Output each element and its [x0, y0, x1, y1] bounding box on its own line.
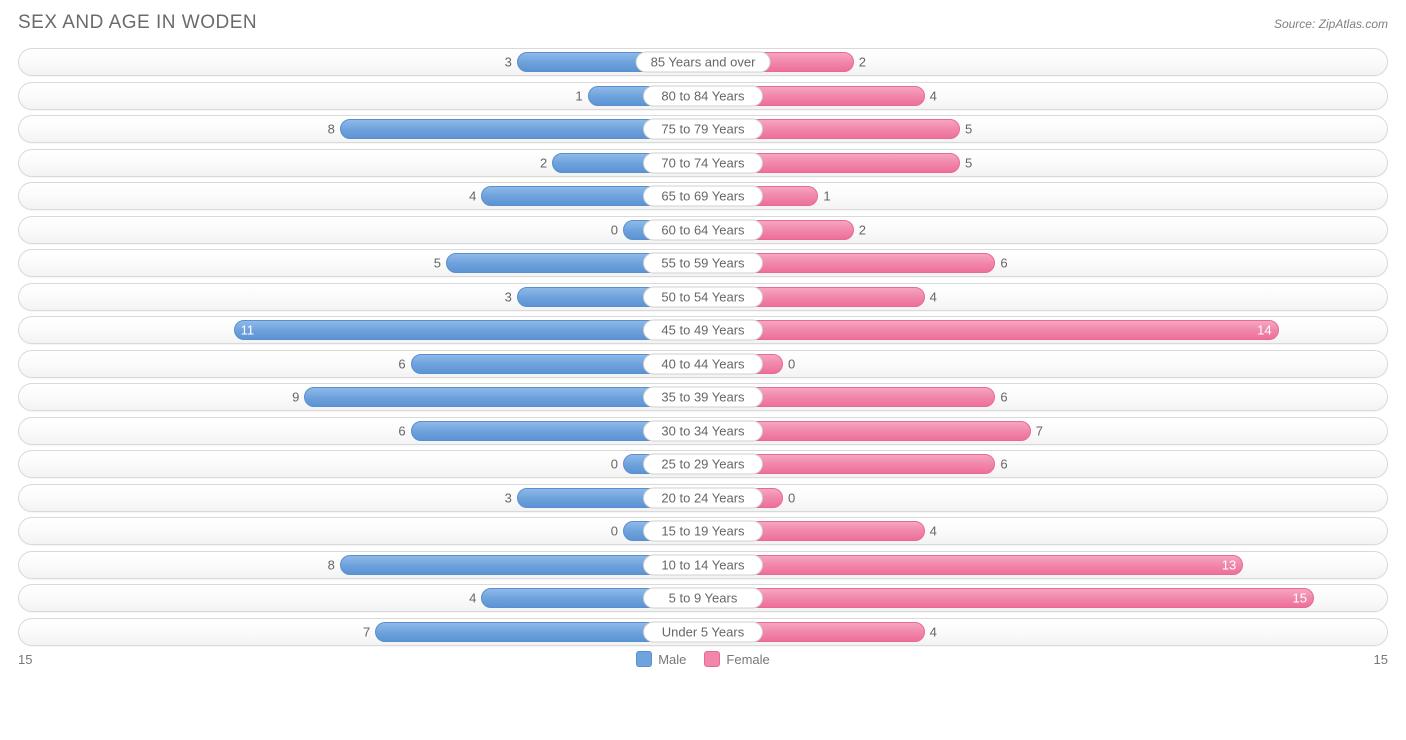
age-category-label: 70 to 74 Years	[643, 152, 763, 173]
legend-male-label: Male	[658, 652, 686, 667]
male-value: 0	[611, 524, 624, 539]
female-value: 1	[817, 189, 830, 204]
pyramid-row: 4 15 5 to 9 Years	[18, 584, 1388, 612]
female-value: 2	[853, 55, 866, 70]
chart-title: SEX AND AGE IN WODEN	[18, 12, 257, 34]
female-swatch-icon	[704, 651, 720, 667]
male-value: 3	[505, 289, 518, 304]
male-value: 4	[469, 591, 482, 606]
pyramid-row: 3 2 85 Years and over	[18, 48, 1388, 76]
pyramid-row: 6 7 30 to 34 Years	[18, 417, 1388, 445]
female-value: 15	[1293, 591, 1307, 606]
age-category-label: 60 to 64 Years	[643, 219, 763, 240]
pyramid-row: 0 4 15 to 19 Years	[18, 517, 1388, 545]
male-value: 0	[611, 222, 624, 237]
legend-female: Female	[704, 651, 769, 667]
male-value: 0	[611, 457, 624, 472]
age-category-label: 5 to 9 Years	[643, 588, 763, 609]
chart-legend: Male Female	[636, 651, 770, 667]
age-category-label: 20 to 24 Years	[643, 487, 763, 508]
pyramid-row: 3 4 50 to 54 Years	[18, 283, 1388, 311]
pyramid-row: 4 1 65 to 69 Years	[18, 182, 1388, 210]
age-category-label: 10 to 14 Years	[643, 554, 763, 575]
male-value: 7	[363, 624, 376, 639]
age-category-label: 50 to 54 Years	[643, 286, 763, 307]
male-value: 2	[540, 155, 553, 170]
chart-source: Source: ZipAtlas.com	[1274, 17, 1388, 31]
female-value: 5	[959, 122, 972, 137]
pyramid-row: 0 2 60 to 64 Years	[18, 216, 1388, 244]
female-value: 4	[924, 289, 937, 304]
female-value: 14	[1257, 323, 1271, 338]
male-value: 8	[328, 557, 341, 572]
age-category-label: 80 to 84 Years	[643, 85, 763, 106]
age-category-label: 65 to 69 Years	[643, 186, 763, 207]
male-value: 11	[241, 323, 255, 338]
axis-right-max: 15	[1374, 652, 1388, 667]
male-value: 4	[469, 189, 482, 204]
male-value: 6	[398, 423, 411, 438]
male-value: 3	[505, 55, 518, 70]
female-value: 6	[994, 256, 1007, 271]
legend-female-label: Female	[726, 652, 769, 667]
pyramid-row: 11 14 45 to 49 Years	[18, 316, 1388, 344]
female-bar: 13	[703, 555, 1243, 575]
chart-footer: 15 Male Female 15	[18, 651, 1388, 667]
male-swatch-icon	[636, 651, 652, 667]
pyramid-row: 7 4 Under 5 Years	[18, 618, 1388, 646]
female-value: 4	[924, 524, 937, 539]
female-bar: 14	[703, 320, 1279, 340]
pyramid-row: 8 13 10 to 14 Years	[18, 551, 1388, 579]
pyramid-row: 8 5 75 to 79 Years	[18, 115, 1388, 143]
age-category-label: Under 5 Years	[643, 621, 763, 642]
female-value: 6	[994, 390, 1007, 405]
male-value: 9	[292, 390, 305, 405]
pyramid-row: 6 0 40 to 44 Years	[18, 350, 1388, 378]
female-bar: 15	[703, 588, 1314, 608]
female-value: 6	[994, 457, 1007, 472]
female-value: 4	[924, 88, 937, 103]
female-value: 7	[1030, 423, 1043, 438]
male-value: 1	[575, 88, 588, 103]
pyramid-row: 5 6 55 to 59 Years	[18, 249, 1388, 277]
pyramid-row: 9 6 35 to 39 Years	[18, 383, 1388, 411]
age-category-label: 85 Years and over	[636, 52, 771, 73]
male-value: 3	[505, 490, 518, 505]
age-category-label: 40 to 44 Years	[643, 353, 763, 374]
axis-left-max: 15	[18, 652, 32, 667]
female-value: 4	[924, 624, 937, 639]
age-category-label: 75 to 79 Years	[643, 119, 763, 140]
age-category-label: 15 to 19 Years	[643, 521, 763, 542]
age-category-label: 30 to 34 Years	[643, 420, 763, 441]
legend-male: Male	[636, 651, 686, 667]
population-pyramid-chart: 3285 Years and over1480 to 84 Years8575 …	[18, 48, 1388, 646]
female-value: 13	[1222, 557, 1236, 572]
age-category-label: 25 to 29 Years	[643, 454, 763, 475]
age-category-label: 35 to 39 Years	[643, 387, 763, 408]
pyramid-row: 3 0 20 to 24 Years	[18, 484, 1388, 512]
female-value: 5	[959, 155, 972, 170]
female-value: 0	[782, 356, 795, 371]
female-value: 0	[782, 490, 795, 505]
male-value: 5	[434, 256, 447, 271]
male-value: 6	[398, 356, 411, 371]
chart-header: SEX AND AGE IN WODEN Source: ZipAtlas.co…	[18, 12, 1388, 34]
age-category-label: 45 to 49 Years	[643, 320, 763, 341]
female-value: 2	[853, 222, 866, 237]
pyramid-row: 1 4 80 to 84 Years	[18, 82, 1388, 110]
age-category-label: 55 to 59 Years	[643, 253, 763, 274]
pyramid-row: 2 5 70 to 74 Years	[18, 149, 1388, 177]
male-bar: 11	[234, 320, 703, 340]
male-value: 8	[328, 122, 341, 137]
pyramid-row: 0 6 25 to 29 Years	[18, 450, 1388, 478]
